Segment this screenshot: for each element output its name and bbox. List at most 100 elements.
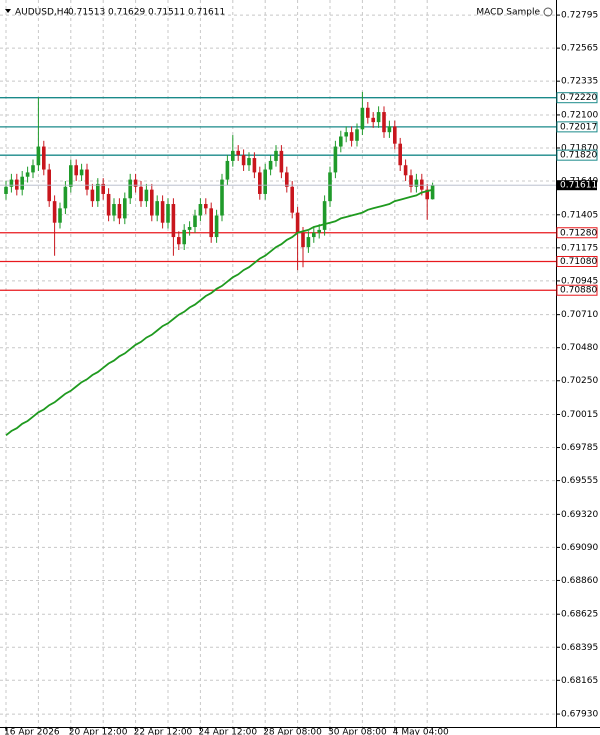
candle-body [20,176,24,190]
candle-body [139,186,143,202]
candle-body [74,165,78,176]
header-open: 0.71513 [68,8,105,18]
level-label-box [556,227,598,239]
candle-body [52,201,57,223]
candle-body [241,155,246,166]
candle-body [220,179,224,216]
level-label: 0.70880 [560,286,597,296]
level-label: 0.72220 [560,93,597,103]
y-tick-label: 0.71405 [561,210,598,220]
y-tick-label: 0.70710 [561,310,598,320]
plot [0,0,556,727]
last-price-label: 0.71611 [560,181,597,191]
candle-body [333,146,338,173]
moving-average [5,188,433,437]
candle-body [58,208,62,223]
candle-body [371,117,375,123]
candle-body [258,172,262,194]
y-tick-label: 0.69785 [561,443,598,453]
candle-body [290,186,294,213]
header-high: 0.71629 [108,8,145,18]
candle-body [160,201,165,223]
candle-body [31,165,35,173]
candle-body [339,136,343,147]
y-tick-label: 0.68395 [561,643,598,653]
candle-body [209,208,213,238]
candle-body [328,172,332,202]
candle-body [204,204,208,209]
candle-body [430,185,435,200]
y-tick-label: 0.70945 [561,276,598,286]
candle-body [285,172,289,187]
level-label: 0.71280 [560,228,597,238]
indicator-label: MACD Sample [476,8,540,18]
y-tick-label: 0.68860 [561,576,598,586]
candle-body [101,183,105,194]
x-tick-label: 28 Apr 08:00 [263,728,322,735]
candle-body [301,232,305,248]
candle-body [144,189,149,202]
y-tick-label: 0.67930 [561,710,598,720]
candle-body [123,198,127,219]
candle-body [306,237,311,248]
candle-body [317,229,321,233]
candle-body [403,165,408,176]
candle-body [349,132,354,141]
indicator-icon[interactable] [543,7,553,17]
candle-body [42,146,46,170]
y-tick-label: 0.72795 [561,11,598,21]
candle-body [252,158,257,173]
candle-body [236,150,240,156]
candle-body [198,204,203,216]
candle-body [193,215,197,228]
candle-body [171,204,176,238]
candle-body [322,201,327,230]
candle-body [90,189,95,202]
candle-body [25,172,30,177]
candle-body [366,107,370,118]
y-tick-label: 0.72335 [561,77,598,87]
candle-body [187,227,192,230]
x-tick-label: 4 May 04:00 [393,728,449,735]
candle-body [414,179,419,187]
y-tick-label: 0.69555 [561,476,598,486]
y-tick-label: 0.70250 [561,376,598,386]
candle-body [425,189,429,200]
y-tick-label: 0.71870 [561,143,598,153]
candle-body [247,158,251,166]
menu-arrow[interactable] [5,9,11,13]
candle-body [409,175,413,187]
candle-body [420,179,424,190]
x-tick-label: 16 Apr 2026 [4,728,60,735]
candle-body [393,126,397,144]
candle-body [106,193,111,216]
candle-body [4,186,8,194]
candle-body [360,107,365,130]
y-tick-label: 0.70015 [561,410,598,420]
y-tick-label: 0.68165 [561,676,598,686]
candle-body [155,201,159,216]
y-tick-label: 0.72100 [561,110,598,120]
level-label-box [556,121,598,133]
candle-body [150,189,154,216]
candle-body [268,160,273,170]
level-label: 0.72017 [560,122,597,132]
candle-body [225,160,230,180]
candle-body [166,204,170,223]
candle-body [177,237,181,245]
y-tick-label: 0.70480 [561,343,598,353]
candle-body [63,186,68,209]
level-label-box [556,284,598,296]
candle-body [36,146,41,166]
level-label-box [556,149,598,161]
level-label-box [556,255,598,267]
header-low: 0.71511 [148,8,185,18]
candle-body [274,150,278,161]
x-tick-label: 20 Apr 12:00 [69,728,128,735]
candle-body [382,112,386,133]
candle-body [117,204,122,219]
last-price-box [557,180,597,191]
candle-body [279,150,284,173]
candle-body [15,179,19,190]
candle-body [85,169,89,190]
